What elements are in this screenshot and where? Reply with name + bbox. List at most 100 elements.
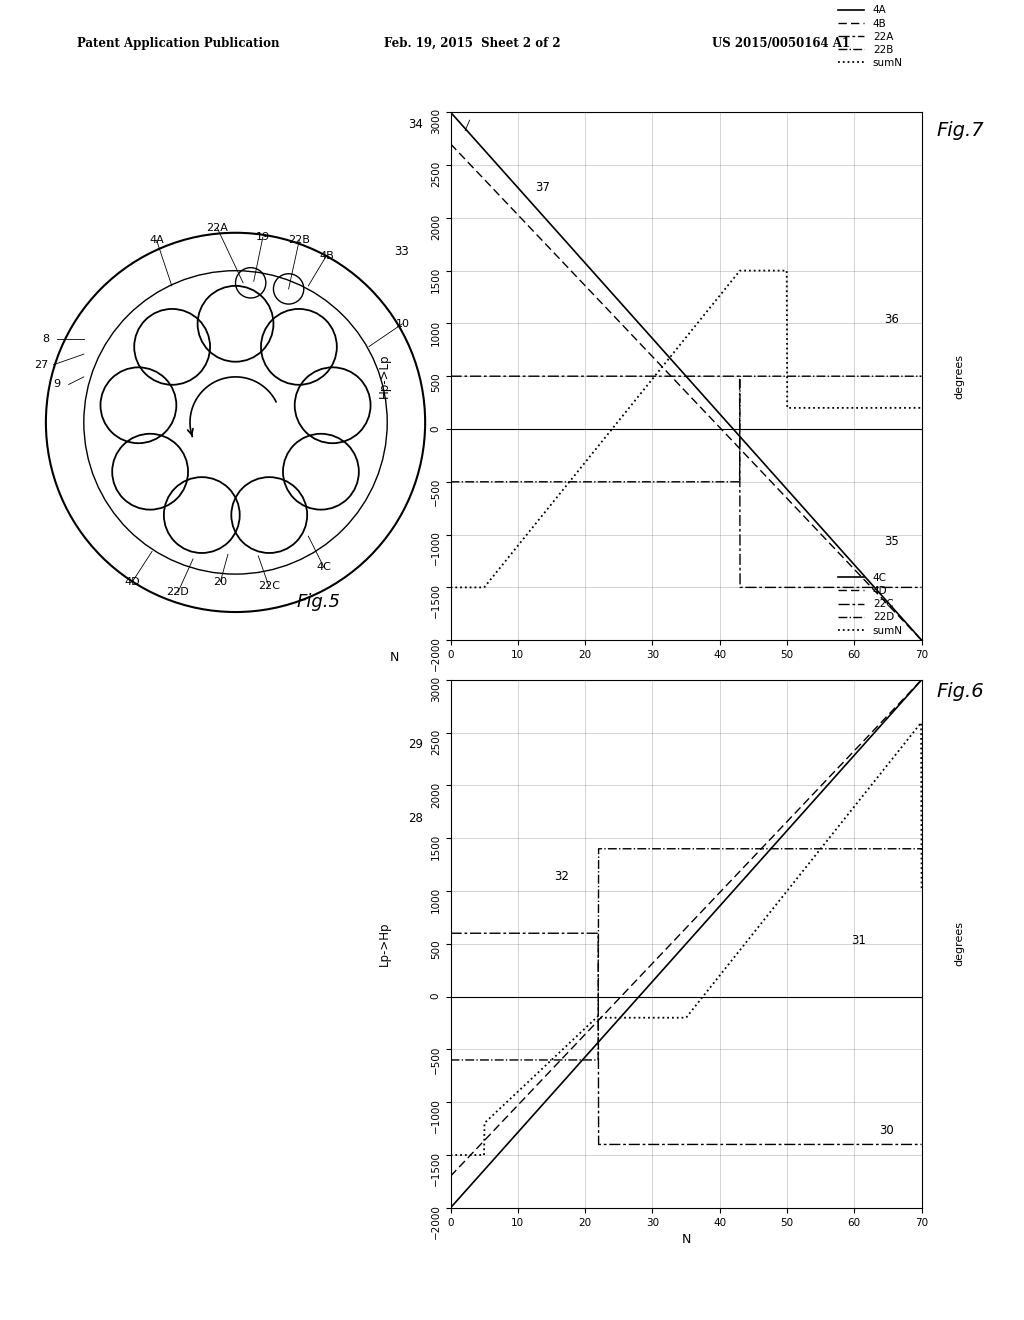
4C <box>493 1146 505 1162</box>
22C <box>493 925 505 941</box>
22D <box>593 841 605 857</box>
Text: 22B: 22B <box>289 235 310 246</box>
Text: 10: 10 <box>395 319 410 329</box>
22C <box>915 1137 928 1152</box>
Text: 34: 34 <box>409 117 423 131</box>
4B <box>652 355 665 371</box>
Text: 35: 35 <box>884 535 899 548</box>
Line: 22A: 22A <box>451 376 922 587</box>
Text: 22A: 22A <box>207 223 228 234</box>
4A <box>493 158 505 174</box>
4A <box>768 467 780 483</box>
22B <box>444 474 457 490</box>
4D <box>652 949 665 965</box>
4B <box>820 532 833 548</box>
Text: 30: 30 <box>880 1123 894 1137</box>
Line: sumN: sumN <box>451 271 922 587</box>
22D <box>820 841 833 857</box>
Text: 4B: 4B <box>319 251 334 260</box>
Text: Hp->Lp: Hp->Lp <box>378 354 391 399</box>
Text: 22C: 22C <box>258 581 280 591</box>
sumN <box>734 263 746 279</box>
4C <box>444 1200 457 1216</box>
Line: 4C: 4C <box>451 680 922 1208</box>
Text: 4A: 4A <box>150 235 164 246</box>
22B <box>820 368 833 384</box>
Line: 22C: 22C <box>451 933 922 1144</box>
Text: US 2015/0050164 A1: US 2015/0050164 A1 <box>712 37 850 50</box>
Text: 8: 8 <box>42 334 49 345</box>
4B <box>812 523 824 539</box>
22A <box>493 368 505 384</box>
4A <box>820 525 833 541</box>
22D <box>493 1052 505 1068</box>
4D <box>820 772 833 788</box>
Legend: 4A, 4B, 22A, 22B, sumN: 4A, 4B, 22A, 22B, sumN <box>835 1 907 73</box>
sumN <box>820 400 833 416</box>
X-axis label: N: N <box>681 1233 691 1246</box>
Text: 4C: 4C <box>316 561 331 572</box>
4A <box>444 104 457 120</box>
Line: 4B: 4B <box>451 144 922 640</box>
22A <box>768 579 780 595</box>
22A <box>734 579 746 595</box>
Text: 33: 33 <box>394 244 409 257</box>
4D <box>635 968 647 983</box>
sumN <box>820 834 833 850</box>
Text: degrees: degrees <box>954 921 965 966</box>
sumN <box>444 579 457 595</box>
4D <box>493 1118 505 1134</box>
Text: Feb. 19, 2015  Sheet 2 of 2: Feb. 19, 2015 Sheet 2 of 2 <box>384 37 560 50</box>
22D <box>915 841 928 857</box>
4B <box>635 337 647 352</box>
sumN <box>635 1010 647 1026</box>
22C <box>812 1137 824 1152</box>
22B <box>768 368 780 384</box>
Text: N: N <box>389 651 398 664</box>
4A <box>635 318 647 334</box>
22B <box>652 474 665 490</box>
sumN <box>768 263 780 279</box>
Text: 27: 27 <box>34 360 48 370</box>
4B <box>768 477 780 492</box>
22C <box>444 925 457 941</box>
sumN <box>812 845 824 861</box>
22C <box>652 1137 665 1152</box>
22C <box>820 1137 833 1152</box>
22C <box>593 1137 605 1152</box>
Line: sumN: sumN <box>451 722 922 1155</box>
Text: Fig.7: Fig.7 <box>937 121 985 140</box>
4D <box>444 1168 457 1184</box>
22A <box>812 579 824 595</box>
Text: 22D: 22D <box>167 587 189 598</box>
Text: Lp->Hp: Lp->Hp <box>378 921 391 966</box>
Text: degrees: degrees <box>954 354 965 399</box>
Text: 20: 20 <box>213 577 227 586</box>
Line: 4D: 4D <box>451 680 922 1176</box>
22B <box>635 474 647 490</box>
4B <box>915 632 928 648</box>
22A <box>820 579 833 595</box>
Text: 37: 37 <box>536 181 550 194</box>
4A <box>812 516 824 532</box>
22A <box>652 368 665 384</box>
22A <box>635 368 647 384</box>
Legend: 4C, 4D, 22C, 22D, sumN: 4C, 4D, 22C, 22D, sumN <box>835 569 907 640</box>
Text: 28: 28 <box>409 812 423 825</box>
4C <box>812 788 824 804</box>
4B <box>493 186 505 202</box>
22A <box>444 368 457 384</box>
22B <box>812 368 824 384</box>
22D <box>812 841 824 857</box>
sumN <box>915 400 928 416</box>
22C <box>635 1137 647 1152</box>
4C <box>915 672 928 688</box>
4C <box>768 837 780 853</box>
22D <box>768 841 780 857</box>
Line: 4A: 4A <box>451 112 922 640</box>
4D <box>812 781 824 797</box>
22D <box>635 841 647 857</box>
sumN <box>915 883 928 899</box>
4D <box>768 828 780 843</box>
4A <box>915 632 928 648</box>
